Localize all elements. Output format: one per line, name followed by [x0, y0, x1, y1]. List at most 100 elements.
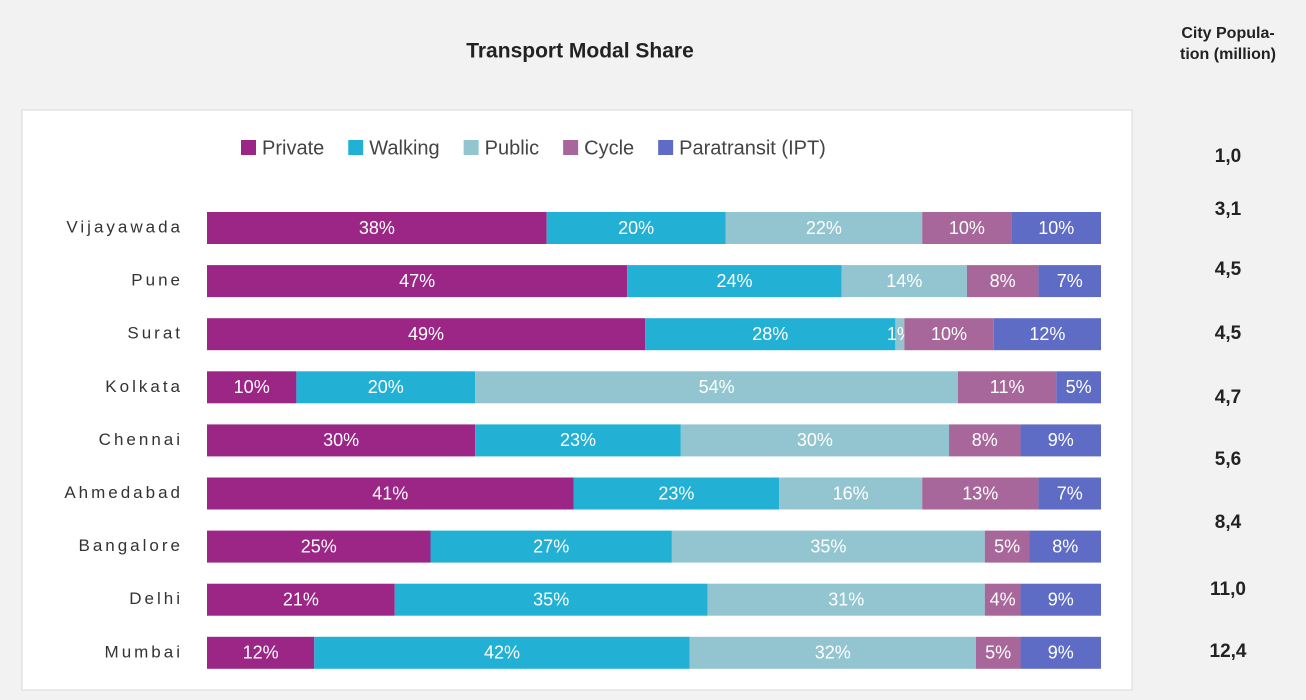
population-value: 12,4 [1210, 641, 1247, 662]
bar-segment [475, 424, 681, 457]
bar-segment [1038, 265, 1101, 298]
data-label: 22% [806, 218, 842, 238]
data-label: 30% [797, 430, 833, 450]
data-label: 54% [699, 377, 735, 397]
bar-segment [984, 583, 1021, 616]
data-label: 4% [990, 589, 1016, 609]
population-value: 8,4 [1215, 512, 1242, 533]
population-value: 5,6 [1215, 449, 1241, 470]
bar-segment [993, 318, 1101, 351]
bar-segment [1020, 583, 1101, 616]
data-label: 9% [1048, 643, 1074, 663]
data-label: 14% [886, 271, 922, 291]
bar-segment [707, 583, 985, 616]
population-value: 4,7 [1215, 387, 1241, 408]
bar-segment [1011, 212, 1101, 244]
data-label: 7% [1057, 483, 1083, 503]
data-label: 9% [1048, 430, 1074, 450]
data-label: 5% [985, 643, 1011, 663]
data-label: 25% [301, 536, 337, 556]
bar-segment [207, 265, 628, 298]
legend-label: Private [262, 137, 324, 159]
data-label: 23% [560, 430, 596, 450]
data-label: 10% [234, 377, 270, 397]
population-value: 1,0 [1215, 146, 1241, 167]
bar-segment [394, 583, 708, 616]
legend-label: Public [485, 137, 539, 159]
bar-segment [895, 318, 905, 351]
population-value: 11,0 [1210, 579, 1246, 600]
legend-swatch [463, 140, 479, 155]
data-label: 47% [399, 271, 435, 291]
legend-label: Walking [369, 137, 439, 159]
bar-segment [1056, 371, 1101, 404]
bar-segment [779, 477, 923, 510]
data-label: 12% [243, 643, 279, 663]
bar-segment [725, 212, 923, 244]
data-label: 28% [752, 324, 788, 344]
data-label: 11% [990, 377, 1025, 397]
bar-segment [922, 477, 1039, 510]
bar-segment [957, 371, 1057, 404]
data-label: 5% [994, 536, 1020, 556]
data-label: 23% [658, 483, 694, 503]
bar-segment [546, 212, 726, 244]
data-label: 8% [990, 271, 1016, 291]
data-label: 24% [716, 271, 752, 291]
bar-segment [841, 265, 967, 298]
population-header: City Popula- [1181, 25, 1274, 42]
data-label: 16% [833, 483, 869, 503]
data-label: 8% [1052, 536, 1078, 556]
data-label: 12% [1029, 324, 1065, 344]
data-label: 20% [368, 377, 404, 397]
data-label: 13% [962, 483, 998, 503]
bar-segment [1020, 424, 1101, 457]
y-tick-label: Delhi [129, 589, 183, 608]
data-label: 21% [283, 589, 319, 609]
bar-segment [671, 530, 985, 563]
data-label: 42% [484, 643, 520, 663]
data-label: 8% [972, 430, 998, 450]
y-tick-label: Surat [127, 324, 183, 343]
data-label: 7% [1057, 271, 1083, 291]
y-tick-label: Ahmedabad [64, 483, 183, 502]
bar-segment [680, 424, 950, 457]
data-label: 9% [1048, 589, 1074, 609]
data-label: 32% [815, 643, 851, 663]
y-tick-label: Chennai [99, 430, 183, 449]
data-label: 41% [372, 483, 408, 503]
bar-segment [1029, 530, 1101, 563]
legend-swatch [563, 140, 579, 155]
bar-segment [430, 530, 672, 563]
y-tick-label: Bangalore [78, 536, 183, 555]
y-tick-label: Mumbai [105, 642, 183, 661]
bar-segment [207, 636, 315, 669]
population-header: tion (million) [1180, 46, 1276, 63]
data-label: 31% [828, 589, 864, 609]
bar-segment [314, 636, 690, 669]
bar-segment [207, 583, 395, 616]
bar-segment [627, 265, 842, 298]
chart-title: Transport Modal Share [466, 40, 694, 63]
bar-segment [904, 318, 994, 351]
legend-swatch [348, 140, 364, 155]
data-label: 27% [533, 536, 569, 556]
y-tick-label: Kolkata [105, 377, 183, 396]
legend-swatch [658, 140, 674, 155]
bar-segment [1020, 636, 1101, 669]
data-label: 35% [810, 536, 846, 556]
bar-segment [966, 265, 1039, 298]
data-label: 35% [533, 589, 569, 609]
bar-segment [573, 477, 780, 510]
bar-segment [207, 212, 547, 244]
data-label: 10% [949, 218, 985, 238]
bar-segment [949, 424, 1021, 457]
y-tick-label: Vijayawada [66, 217, 183, 236]
population-value: 4,5 [1215, 323, 1242, 344]
bar-segment [207, 318, 646, 351]
bar-segment [207, 424, 476, 457]
y-tick-label: Pune [131, 271, 183, 290]
legend-swatch [241, 140, 256, 155]
bar-segment [975, 636, 1021, 669]
